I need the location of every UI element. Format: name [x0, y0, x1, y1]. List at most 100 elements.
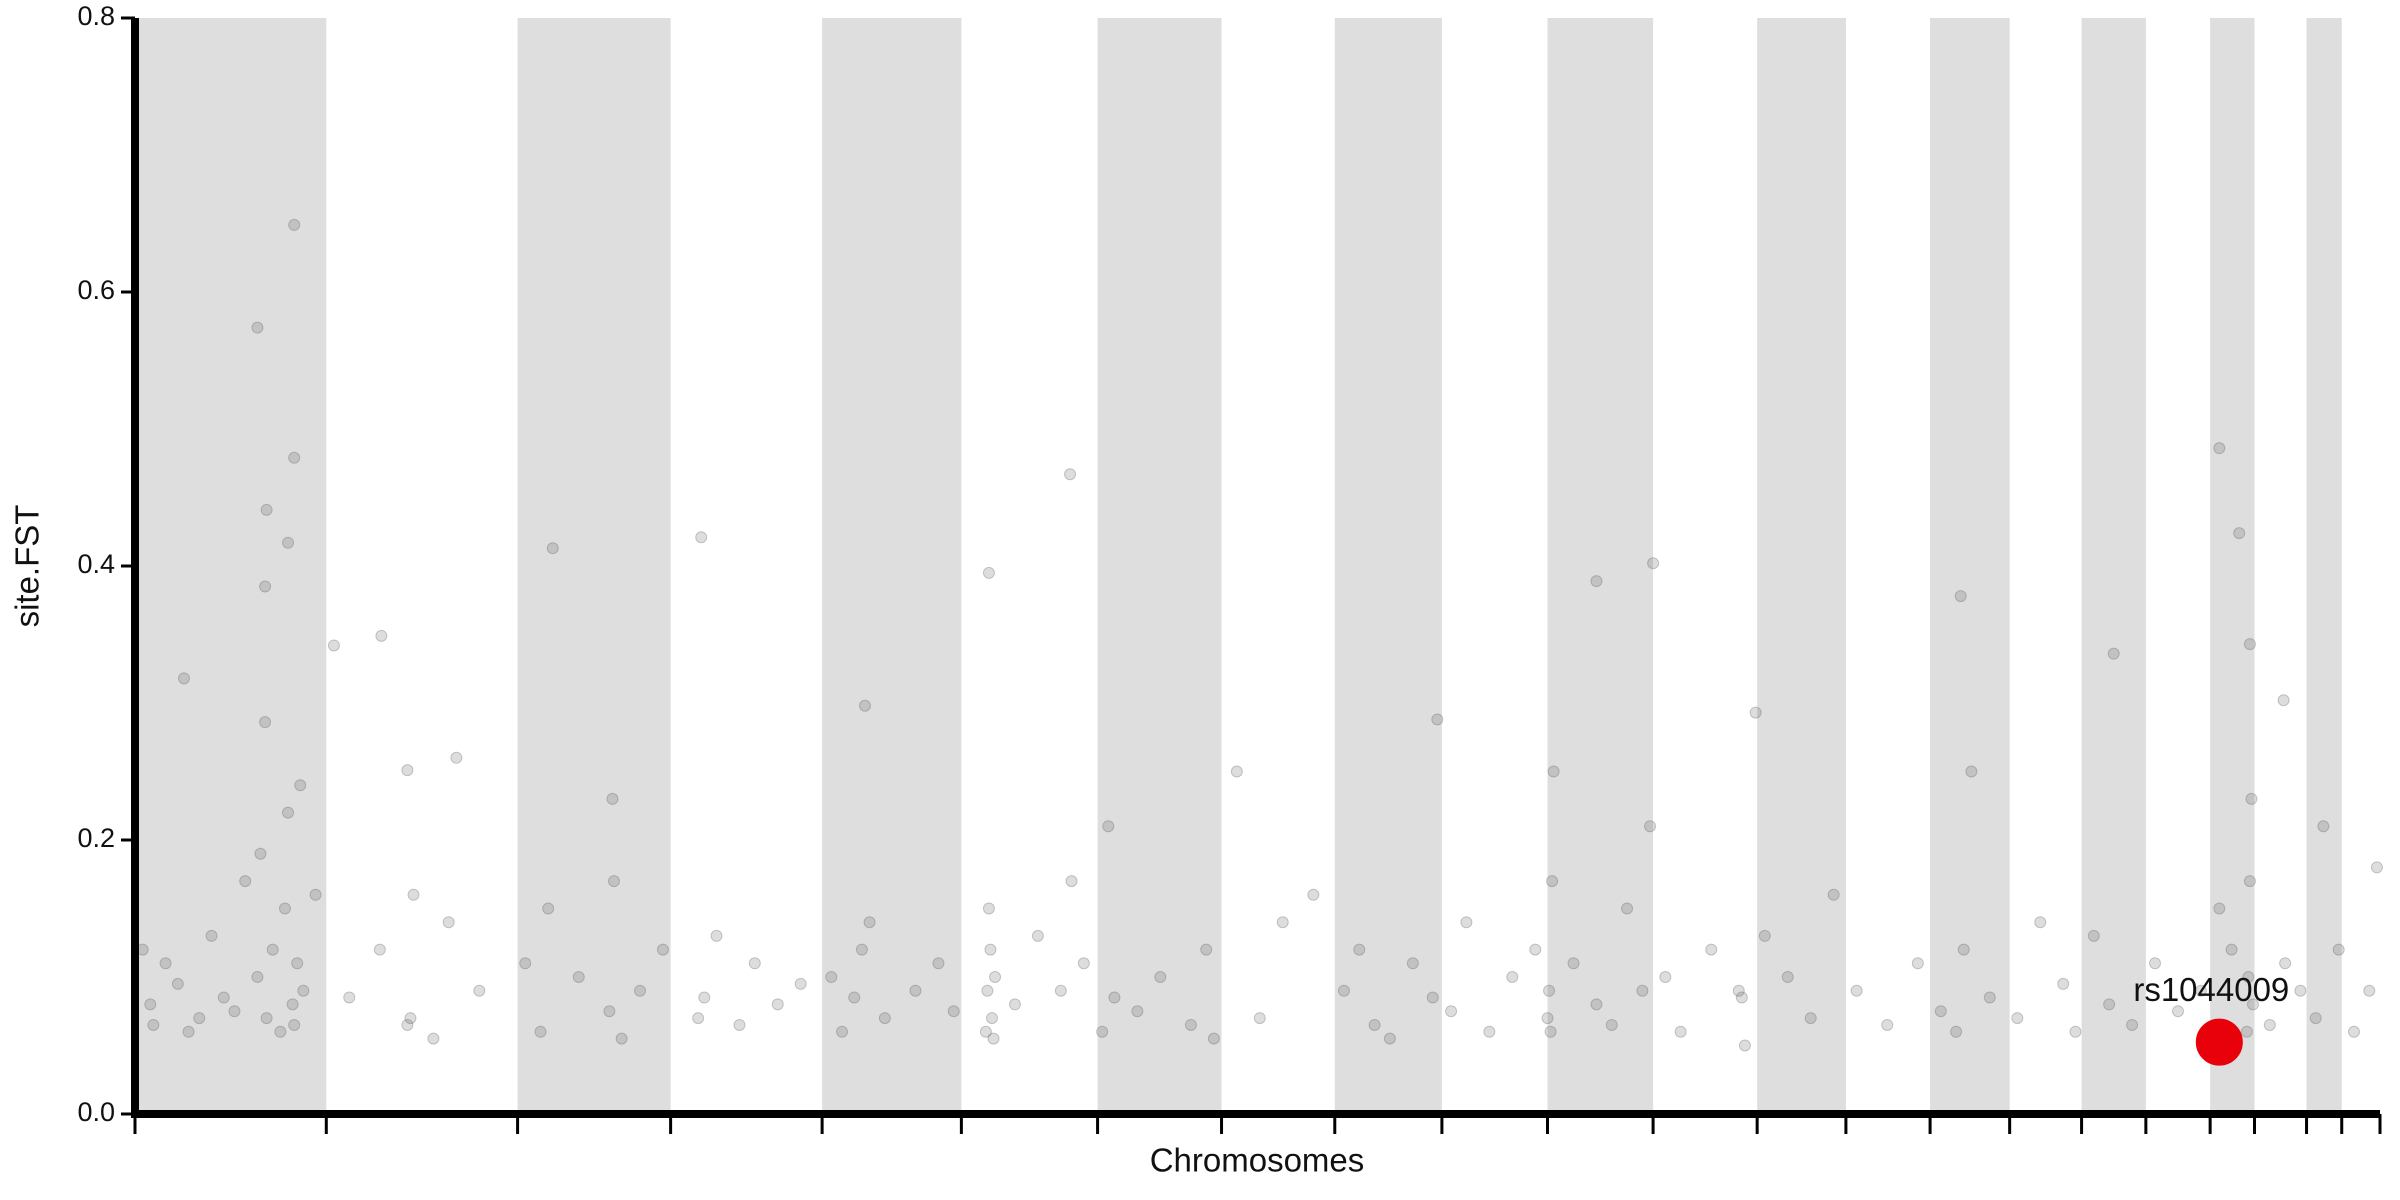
point: [909, 984, 922, 997]
point: [1337, 984, 1350, 997]
point: [2279, 957, 2292, 970]
y-tick-label: 0.0: [77, 1097, 115, 1127]
point: [2069, 1025, 2082, 1038]
point: [159, 957, 172, 970]
point: [1307, 888, 1320, 901]
point: [2245, 792, 2258, 805]
point: [239, 875, 252, 888]
point: [1506, 971, 1519, 983]
point: [572, 971, 585, 983]
point: [1827, 888, 1840, 901]
point: [2126, 1018, 2139, 1031]
point: [836, 1025, 849, 1038]
chromosome-band: [822, 18, 962, 1114]
point: [825, 971, 838, 983]
point: [1031, 929, 1044, 942]
point: [1131, 1005, 1144, 1018]
point: [2294, 984, 2307, 997]
point: [1543, 984, 1556, 997]
point: [1184, 1018, 1197, 1031]
point: [858, 699, 871, 712]
chromosome-band: [2081, 18, 2146, 1114]
chromosome-band: [2306, 18, 2342, 1114]
point: [1965, 765, 1978, 778]
point: [1230, 765, 1243, 778]
point: [984, 943, 997, 956]
point: [1054, 984, 1067, 997]
point: [1983, 991, 1996, 1004]
point: [695, 531, 708, 544]
point: [692, 1012, 705, 1025]
point: [1353, 943, 1366, 956]
point: [373, 943, 386, 956]
point: [144, 998, 157, 1011]
point: [634, 984, 647, 997]
highlight-point: [2195, 1018, 2243, 1066]
chromosome-band: [517, 18, 671, 1114]
point: [982, 566, 995, 579]
point: [519, 957, 532, 970]
point: [989, 971, 1002, 983]
point: [427, 1032, 440, 1045]
point: [1529, 943, 1542, 956]
point: [473, 984, 486, 997]
point: [288, 451, 301, 464]
point: [401, 1018, 414, 1031]
point: [2242, 971, 2255, 983]
point: [546, 542, 559, 555]
point: [534, 1025, 547, 1038]
point: [2332, 943, 2345, 956]
point: [1546, 875, 1559, 888]
point: [848, 991, 861, 1004]
point: [251, 971, 264, 983]
point: [932, 957, 945, 970]
point: [2149, 957, 2162, 970]
point: [2103, 998, 2116, 1011]
point: [603, 1005, 616, 1018]
point: [193, 1012, 206, 1025]
point: [442, 916, 455, 929]
point: [217, 991, 230, 1004]
point: [542, 902, 555, 915]
point: [947, 1005, 960, 1018]
point: [1674, 1025, 1687, 1038]
point: [2347, 1025, 2360, 1038]
point: [1647, 557, 1660, 570]
point: [286, 998, 299, 1011]
point-label: rs1044009: [2133, 971, 2289, 1008]
point: [1108, 991, 1121, 1004]
point: [177, 672, 190, 685]
point: [1541, 1012, 1554, 1025]
point: [1621, 902, 1634, 915]
point: [982, 902, 995, 915]
point: [294, 779, 307, 792]
point: [1850, 984, 1863, 997]
point: [1636, 984, 1649, 997]
point: [2213, 442, 2226, 455]
point: [171, 977, 184, 990]
point: [1544, 1025, 1557, 1038]
chromosome-band: [1334, 18, 1442, 1114]
point: [278, 902, 291, 915]
point: [2057, 977, 2070, 990]
point: [282, 806, 295, 819]
chromosome-band: [1547, 18, 1654, 1114]
point: [615, 1032, 628, 1045]
point: [309, 888, 322, 901]
point: [407, 888, 420, 901]
point: [1102, 820, 1115, 833]
y-tick-label: 0.2: [77, 823, 115, 853]
x-axis-title: Chromosomes: [1150, 1142, 1365, 1179]
point: [878, 1012, 891, 1025]
point: [1200, 943, 1213, 956]
point: [1276, 916, 1289, 929]
point: [1547, 765, 1560, 778]
point: [2277, 694, 2290, 707]
point: [1781, 971, 1794, 983]
point: [182, 1025, 195, 1038]
point: [1644, 820, 1657, 833]
point: [1096, 1025, 1109, 1038]
point: [1590, 998, 1603, 1011]
y-tick-label: 0.4: [77, 549, 115, 579]
